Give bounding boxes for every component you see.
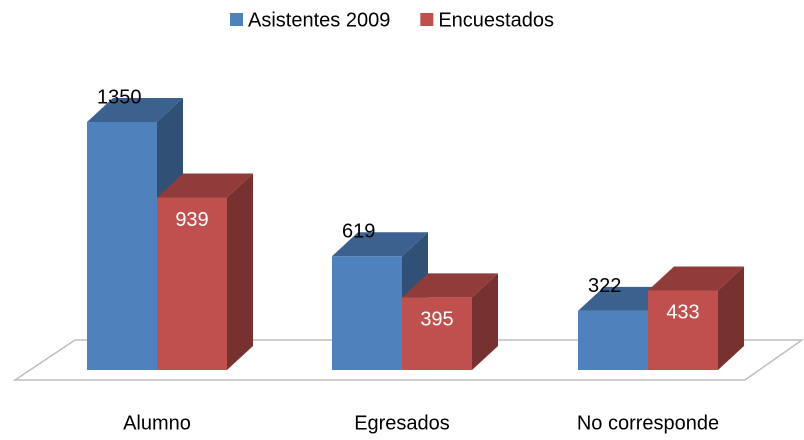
data-label: 939 bbox=[175, 209, 208, 231]
legend-swatch bbox=[230, 13, 243, 26]
bar bbox=[648, 266, 744, 370]
bar bbox=[157, 173, 253, 370]
data-label: 322 bbox=[588, 275, 621, 297]
bar-front bbox=[402, 297, 472, 370]
bar-side bbox=[472, 273, 498, 370]
bar-front bbox=[578, 310, 648, 370]
bar-front bbox=[157, 197, 227, 370]
legend-label: Encuestados bbox=[438, 9, 554, 31]
bar-top bbox=[402, 273, 498, 298]
bar-front bbox=[648, 290, 718, 370]
bar-front bbox=[332, 256, 402, 370]
bar-top bbox=[87, 98, 183, 122]
data-label: 619 bbox=[342, 221, 375, 243]
bar-top bbox=[157, 173, 253, 198]
x-tick-label: No corresponde bbox=[577, 412, 719, 434]
legend-swatch bbox=[420, 13, 434, 26]
x-tick-label: Alumno bbox=[123, 412, 191, 434]
x-tick-label: Egresados bbox=[354, 412, 450, 434]
data-label: 1350 bbox=[97, 86, 142, 108]
bar-top bbox=[332, 232, 428, 257]
bar-side bbox=[718, 266, 744, 370]
bar-front bbox=[87, 122, 157, 370]
legend-label: Asistentes 2009 bbox=[248, 9, 390, 31]
data-label: 395 bbox=[420, 309, 453, 331]
bar-top bbox=[648, 266, 744, 291]
bar bbox=[402, 273, 498, 370]
data-label: 433 bbox=[666, 302, 699, 324]
bar-side bbox=[227, 173, 253, 370]
